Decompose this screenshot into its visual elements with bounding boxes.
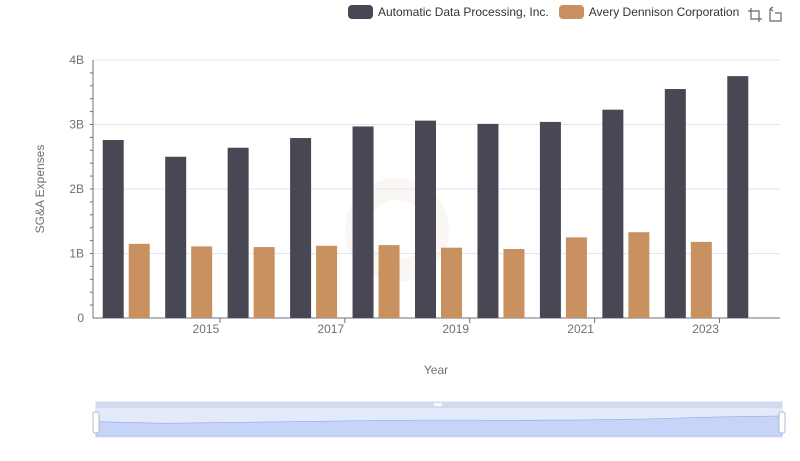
- x-tick-label: 2021: [567, 322, 594, 336]
- slider-center-grip[interactable]: [434, 403, 442, 406]
- y-tick-label: 1B: [69, 247, 84, 261]
- bar-adp[interactable]: [539, 121, 561, 318]
- slider-handle-right[interactable]: [778, 411, 786, 434]
- legend-item-adp[interactable]: Automatic Data Processing, Inc.: [348, 5, 549, 19]
- bar-adp[interactable]: [415, 120, 436, 318]
- slider-handle-left[interactable]: [92, 411, 100, 434]
- bar-adp[interactable]: [290, 138, 312, 318]
- legend-label-adp: Automatic Data Processing, Inc.: [378, 5, 549, 19]
- legend-swatch-avery: [558, 5, 584, 19]
- bar-avery[interactable]: [253, 247, 275, 318]
- bar-avery[interactable]: [378, 245, 400, 318]
- legend-swatch-adp: [348, 5, 373, 19]
- bar-avery[interactable]: [690, 241, 712, 318]
- bar-avery[interactable]: [128, 243, 150, 318]
- bar-avery[interactable]: [191, 246, 213, 318]
- restore-icon[interactable]: [766, 6, 784, 24]
- y-tick-label: 3B: [69, 118, 84, 132]
- bar-avery[interactable]: [316, 245, 338, 318]
- bars: [102, 76, 749, 319]
- axes: 0 1B 2B 3B 4B 2015 2017 2019 2021 2023: [69, 53, 721, 336]
- y-tick-label: 4B: [69, 53, 84, 67]
- zoom-icon[interactable]: [746, 6, 764, 24]
- y-axis-title: SG&A Expenses: [33, 145, 47, 234]
- legend-label-avery: Avery Dennison Corporation: [588, 5, 740, 19]
- legend: Automatic Data Processing, Inc. Avery De…: [348, 3, 749, 21]
- x-tick-label: 2019: [442, 322, 469, 336]
- bar-adp[interactable]: [477, 123, 499, 318]
- bar-avery[interactable]: [565, 237, 587, 318]
- bar-adp[interactable]: [664, 89, 686, 319]
- chart-toolbar: [746, 6, 786, 24]
- bar-adp[interactable]: [602, 109, 624, 318]
- bar-avery[interactable]: [628, 232, 650, 318]
- legend-item-avery[interactable]: Avery Dennison Corporation: [558, 5, 740, 19]
- x-tick-label: 2015: [193, 322, 220, 336]
- bar-avery[interactable]: [503, 248, 525, 318]
- data-zoom-slider[interactable]: [92, 401, 786, 438]
- bar-avery[interactable]: [441, 247, 462, 318]
- bar-adp[interactable]: [727, 76, 749, 318]
- y-tick-label: 2B: [69, 182, 84, 196]
- x-axis-title: Year: [424, 363, 448, 377]
- y-tick-label: 0: [77, 311, 84, 325]
- bar-adp[interactable]: [352, 126, 374, 318]
- x-tick-label: 2023: [692, 322, 719, 336]
- bar-adp[interactable]: [102, 139, 124, 318]
- bar-adp[interactable]: [227, 147, 249, 318]
- x-tick-label: 2017: [317, 322, 344, 336]
- bar-adp[interactable]: [165, 156, 187, 318]
